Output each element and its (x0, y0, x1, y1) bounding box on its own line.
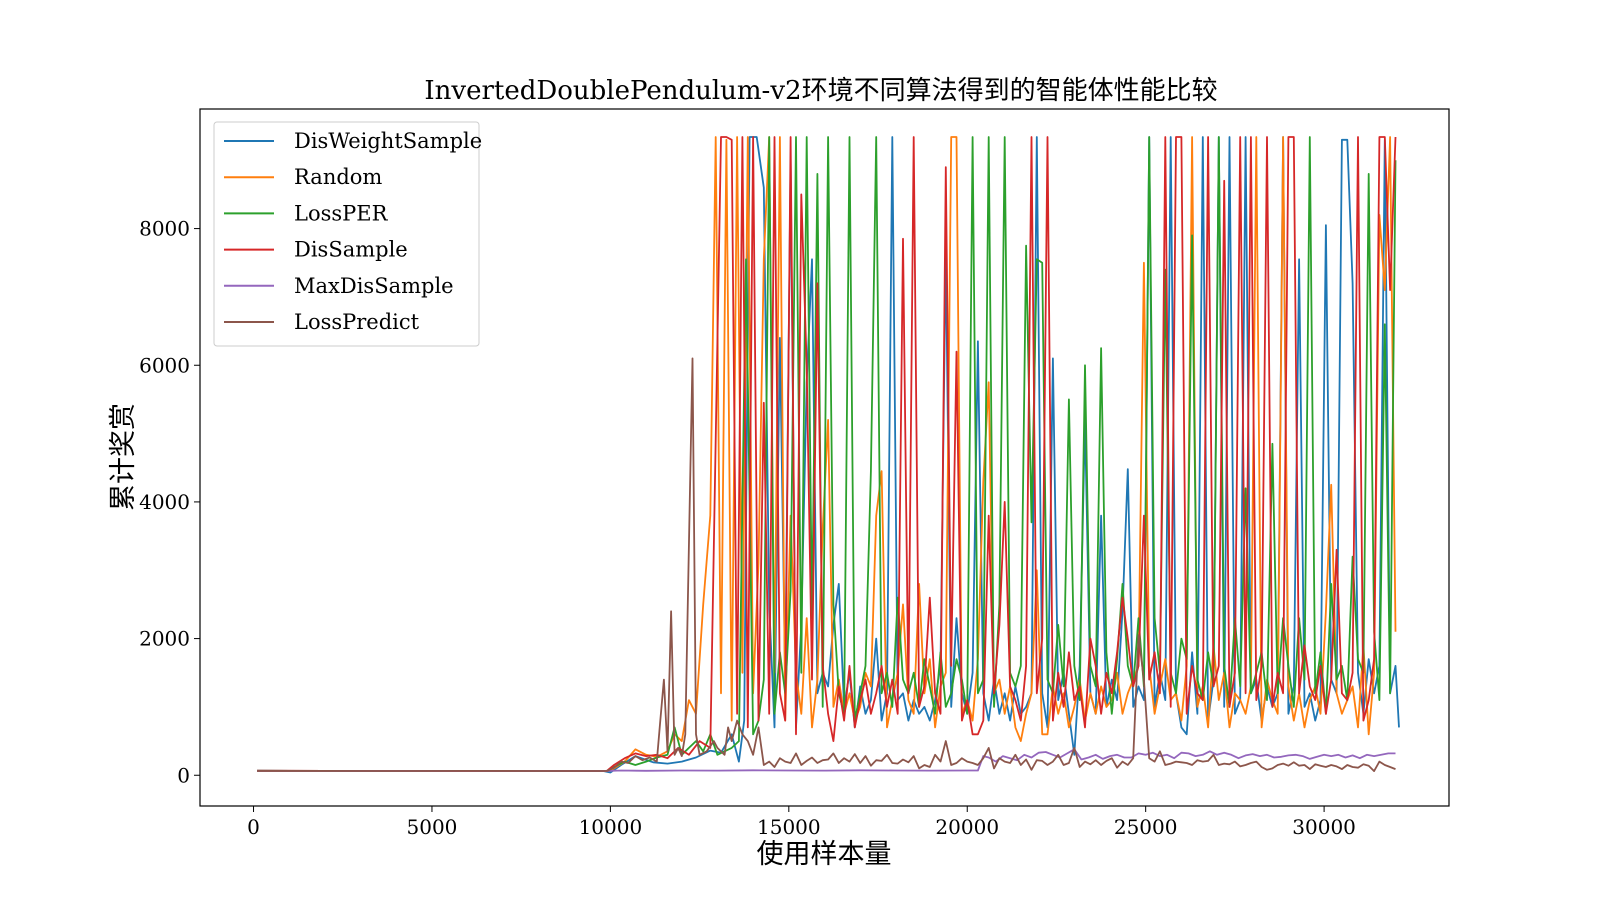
plot-frame (199, 108, 1450, 807)
series-line-lossper (257, 136, 1397, 772)
y-tick-label: 4000 (139, 490, 190, 514)
legend-label-losspredict: LossPredict (294, 310, 420, 334)
series-line-dissample (257, 136, 1397, 772)
y-tick-label: 8000 (139, 217, 190, 241)
x-tick-label: 0 (247, 815, 260, 839)
x-tick-label: 20000 (935, 815, 999, 839)
y-tick-label: 2000 (139, 627, 190, 651)
series-line-maxdissample (257, 748, 1396, 772)
legend-label-dissample: DisSample (294, 238, 408, 262)
legend-label-disweightsample: DisWeightSample (294, 129, 482, 153)
legend-label-lossper: LossPER (294, 201, 389, 225)
series-line-losspredict (257, 357, 1396, 772)
x-tick-label: 10000 (579, 815, 643, 839)
x-tick-label: 15000 (757, 815, 821, 839)
legend-label-maxdissample: MaxDisSample (294, 274, 454, 298)
y-axis: 0 2000 4000 6000 8000 (139, 217, 200, 787)
x-tick-label: 30000 (1292, 815, 1356, 839)
y-tick-label: 0 (177, 763, 190, 787)
legend-label-random: Random (294, 165, 382, 189)
y-axis-title: 累计奖赏 (108, 403, 139, 511)
series-layer (257, 136, 1400, 774)
chart-title: InvertedDoublePendulum-v2环境不同算法得到的智能体性能比… (424, 76, 1217, 106)
x-tick-label: 25000 (1114, 815, 1178, 839)
y-tick-label: 6000 (139, 353, 190, 377)
legend-frame (213, 121, 480, 347)
legend: DisWeightSample Random LossPER DisSample Max… (213, 121, 482, 347)
x-axis: 0 5000 10000 15000 20000 25000 30000 (247, 806, 1356, 839)
x-tick-label: 5000 (407, 815, 458, 839)
x-axis-title: 使用样本量 (757, 839, 892, 870)
